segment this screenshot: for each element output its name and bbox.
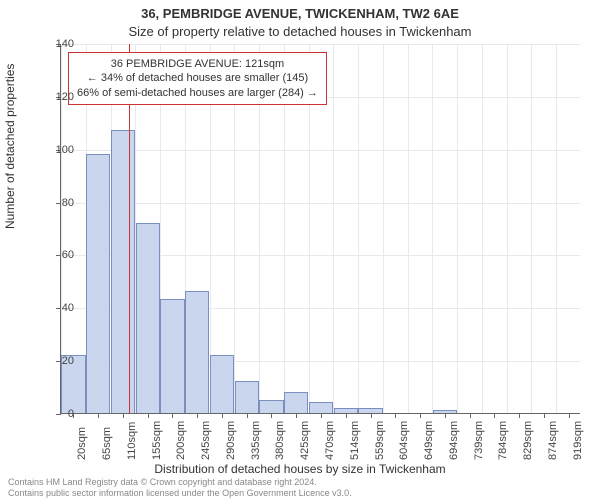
y-tick-label: 140 [34,38,74,50]
x-tick [569,413,570,418]
x-tick-label: 290sqm [225,421,237,460]
y-tick-label: 80 [34,197,74,209]
x-tick [148,413,149,418]
x-tick-label: 155sqm [151,421,163,460]
gridline-v [556,44,557,413]
y-tick-label: 20 [34,355,74,367]
x-tick [346,413,347,418]
x-tick [172,413,173,418]
x-tick-label: 65sqm [101,427,113,460]
histogram-bar [210,355,234,413]
y-tick-label: 60 [34,249,74,261]
x-tick [420,413,421,418]
x-tick-label: 604sqm [398,421,410,460]
x-tick [445,413,446,418]
x-tick-label: 245sqm [200,421,212,460]
gridline-v [358,44,359,413]
footer-line1: Contains HM Land Registry data © Crown c… [8,477,592,487]
footer-attribution: Contains HM Land Registry data © Crown c… [8,477,592,498]
y-tick-label: 0 [34,408,74,420]
x-tick [395,413,396,418]
x-tick-label: 559sqm [374,421,386,460]
x-tick [371,413,372,418]
x-tick-label: 20sqm [76,427,88,460]
gridline-v [383,44,384,413]
annotation-line2: ← 34% of detached houses are smaller (14… [77,71,318,85]
x-tick-label: 514sqm [349,421,361,460]
x-axis-title: Distribution of detached houses by size … [0,462,600,476]
x-tick [197,413,198,418]
x-tick-label: 110sqm [126,422,138,460]
histogram-bar [160,299,184,413]
y-tick-label: 40 [34,302,74,314]
x-tick-label: 919sqm [572,421,584,460]
gridline-h [61,203,580,204]
chart-container: 36, PEMBRIDGE AVENUE, TWICKENHAM, TW2 6A… [0,0,600,500]
histogram-bar [111,130,135,413]
x-tick [494,413,495,418]
x-tick [222,413,223,418]
footer-line2: Contains public sector information licen… [8,488,592,498]
histogram-bar [235,381,259,413]
gridline-h [61,150,580,151]
x-tick-label: 425sqm [299,421,311,460]
annotation-line1: 36 PEMBRIDGE AVENUE: 121sqm [77,57,318,71]
gridline-v [507,44,508,413]
x-tick-label: 380sqm [274,421,286,460]
gridline-v [457,44,458,413]
histogram-bar [284,392,308,413]
x-tick-label: 200sqm [175,421,187,460]
histogram-bar [259,400,283,413]
x-tick-label: 694sqm [448,421,460,460]
chart-subtitle: Size of property relative to detached ho… [0,24,600,39]
x-tick [470,413,471,418]
x-tick-label: 829sqm [522,421,534,460]
x-tick [98,413,99,418]
x-tick-label: 335sqm [250,421,262,460]
x-tick [544,413,545,418]
x-tick-label: 649sqm [423,421,435,460]
chart-title-address: 36, PEMBRIDGE AVENUE, TWICKENHAM, TW2 6A… [0,6,600,21]
x-tick [247,413,248,418]
gridline-v [482,44,483,413]
histogram-bar [309,402,333,413]
x-tick [271,413,272,418]
x-tick [519,413,520,418]
histogram-bar [136,223,160,413]
histogram-bar [185,291,209,413]
histogram-bar [86,154,110,413]
gridline-v [333,44,334,413]
gridline-v [408,44,409,413]
x-tick-label: 784sqm [497,421,509,460]
x-tick-label: 470sqm [324,421,336,460]
gridline-h [61,44,580,45]
gridline-v [531,44,532,413]
y-axis-title: Number of detached properties [3,64,17,229]
x-tick [296,413,297,418]
y-tick-label: 120 [34,91,74,103]
annotation-box: 36 PEMBRIDGE AVENUE: 121sqm ← 34% of det… [68,52,327,105]
gridline-v [432,44,433,413]
x-tick-label: 739sqm [473,421,485,460]
x-tick [321,413,322,418]
y-tick-label: 100 [34,144,74,156]
annotation-line3: 66% of semi-detached houses are larger (… [77,86,318,100]
x-tick-label: 874sqm [547,421,559,460]
x-tick [123,413,124,418]
